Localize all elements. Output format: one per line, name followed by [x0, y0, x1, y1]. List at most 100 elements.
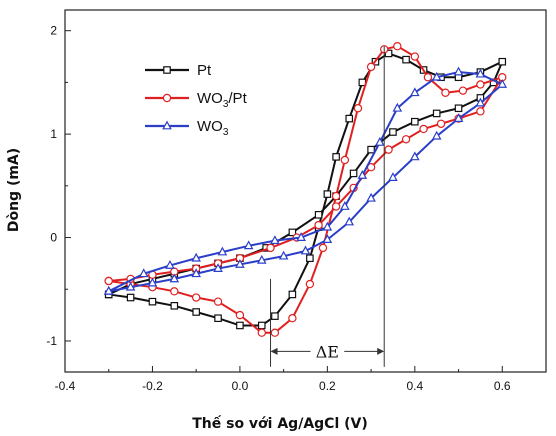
data-point: [349, 169, 358, 178]
legend-swatch-marker: [162, 120, 172, 130]
y-axis-ticks: -1 0 1 2: [46, 24, 71, 348]
data-point: [344, 216, 355, 226]
data-point: [384, 49, 393, 58]
y-axis-title: Dòng (mA): [6, 148, 22, 232]
data-point: [357, 170, 368, 179]
delta-e-arrowhead-left: [270, 347, 278, 355]
data-point: [305, 279, 315, 289]
y-tick-label: -1: [46, 334, 57, 348]
data-point: [213, 263, 223, 272]
data-point: [366, 62, 376, 72]
x-tick-label: 0.2: [319, 379, 336, 393]
data-point: [169, 273, 180, 283]
data-point: [331, 191, 341, 201]
data-point: [217, 246, 228, 256]
data-point: [436, 119, 446, 128]
data-point: [278, 250, 289, 260]
data-point: [458, 86, 468, 95]
data-point: [432, 109, 441, 118]
data-point: [401, 135, 411, 144]
data-point: [191, 293, 201, 302]
data-point: [441, 88, 450, 97]
data-point: [497, 79, 508, 88]
y-tick-label: 0: [50, 231, 57, 245]
legend-label: WO3/Pt: [197, 90, 248, 110]
x-tick-label: 0.6: [494, 379, 511, 393]
data-point: [306, 254, 314, 263]
legend-item-2: WO3: [145, 118, 229, 138]
data-point: [345, 114, 354, 123]
data-point: [271, 312, 279, 320]
data-point: [138, 268, 149, 278]
x-tick-label: 0.4: [406, 379, 423, 393]
legend-swatch-marker: [163, 66, 171, 74]
data-point: [323, 190, 332, 198]
data-point: [147, 277, 158, 287]
data-point: [453, 66, 464, 76]
data-point: [256, 254, 267, 264]
data-point: [243, 240, 254, 250]
data-point: [340, 155, 350, 165]
data-point: [476, 107, 485, 116]
data-point: [296, 232, 306, 241]
data-point: [257, 328, 266, 337]
data-point: [322, 221, 333, 231]
data-point: [431, 71, 442, 81]
data-point: [126, 293, 135, 302]
x-tick-label: -0.4: [55, 379, 76, 393]
data-point: [410, 151, 420, 161]
legend-label: Pt: [197, 62, 212, 79]
data-point: [392, 102, 403, 112]
data-point: [165, 260, 175, 269]
data-point: [476, 80, 485, 89]
data-point: [266, 243, 275, 253]
data-point: [125, 281, 136, 291]
x-axis-ticks: -0.4 -0.2 0.0 0.2 0.4 0.6: [55, 366, 511, 393]
data-point: [475, 97, 486, 107]
data-point: [340, 201, 350, 210]
data-point: [384, 145, 393, 154]
delta-e-label: ΔE: [316, 342, 339, 361]
data-point: [270, 328, 280, 337]
data-point: [103, 285, 114, 295]
x-tick-label: 0.0: [232, 379, 249, 393]
data-point: [431, 130, 442, 140]
data-point: [402, 55, 410, 64]
data-point: [388, 172, 398, 181]
data-point: [170, 287, 179, 296]
data-point: [410, 87, 420, 97]
data-point: [367, 145, 375, 154]
data-point: [366, 192, 376, 202]
data-point: [498, 57, 507, 66]
data-point: [389, 128, 397, 136]
delta-e-arrowhead-right: [377, 347, 385, 355]
data-point: [170, 302, 179, 310]
data-point: [453, 113, 464, 123]
data-point: [332, 153, 340, 161]
data-point: [288, 290, 297, 299]
data-point: [475, 68, 486, 78]
legend-item-0: Pt: [145, 62, 212, 79]
data-point: [300, 245, 311, 255]
legend-swatch-marker: [162, 93, 172, 103]
y-tick-label: 2: [50, 24, 57, 38]
data-point: [419, 124, 428, 134]
data-point: [104, 276, 113, 286]
y-tick-label: 1: [50, 127, 57, 141]
delta-e-annotation: ΔE: [270, 46, 385, 367]
data-point: [375, 136, 385, 146]
series-line: [108, 71, 504, 293]
legend-label: WO3: [197, 118, 229, 138]
legend-item-1: WO3/Pt: [145, 90, 248, 110]
data-point: [353, 104, 363, 113]
data-point: [411, 117, 419, 126]
data-point: [270, 235, 280, 245]
data-point: [235, 258, 245, 268]
series-2: [103, 66, 508, 295]
series-1: [104, 42, 507, 337]
data-point: [288, 314, 297, 323]
data-point: [318, 243, 328, 253]
data-point: [314, 220, 323, 230]
data-point: [192, 308, 200, 316]
